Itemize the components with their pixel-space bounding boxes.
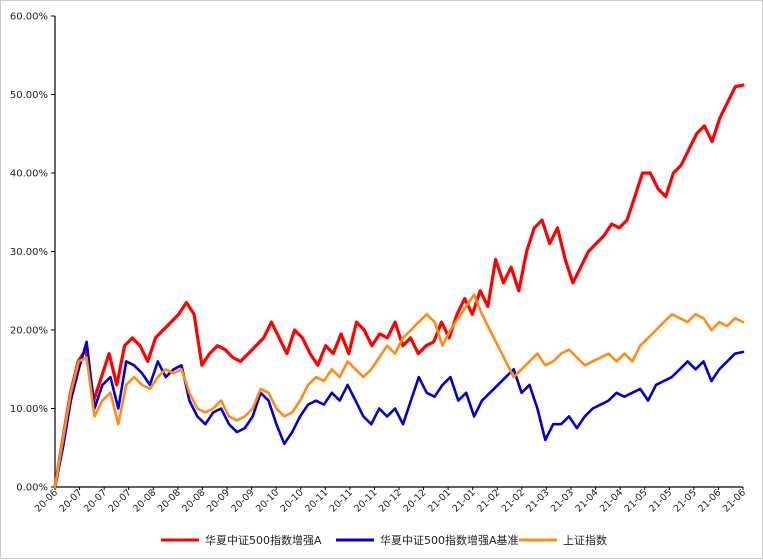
x-tick-label: 20-08: [156, 487, 183, 514]
legend-label: 华夏中证500指数增强A: [205, 533, 322, 547]
y-tick-label: 0.00%: [16, 483, 48, 494]
series-line: [53, 83, 745, 489]
y-axis: 0.00% 10.00% 20.00% 30.00% 40.00% 50.00% 60.00…: [10, 12, 56, 494]
x-tick-label: 20-09: [229, 487, 256, 514]
series-line: [53, 293, 745, 489]
x-tick-label: 21-03: [524, 487, 551, 514]
legend: 华夏中证500指数增强A 华夏中证500指数增强A基准 上证指数: [161, 533, 607, 547]
legend-label: 华夏中证500指数增强A基准: [380, 533, 519, 547]
y-tick-label: 20.00%: [10, 326, 48, 337]
series-line: [53, 340, 745, 489]
x-axis: 20-0620-0720-0720-0720-0820-0820-0820-09…: [33, 486, 748, 515]
x-tick-label: 20-10: [279, 487, 306, 514]
x-tick-label: 21-05: [623, 487, 650, 514]
x-tick-label: 20-11: [352, 487, 379, 514]
x-tick-label: 21-04: [598, 487, 625, 514]
x-tick-label: 21-01: [451, 487, 478, 514]
x-tick-label: 21-03: [549, 487, 576, 514]
x-tick-label: 20-09: [205, 487, 232, 514]
x-tick-label: 20-07: [107, 487, 134, 514]
y-tick-label: 50.00%: [10, 90, 48, 101]
x-tick-label: 21-06: [721, 487, 748, 514]
x-tick-label: 20-07: [57, 487, 84, 514]
x-tick-label: 21-05: [647, 487, 674, 514]
x-tick-label: 20-11: [303, 487, 330, 514]
x-tick-label: 21-02: [500, 487, 527, 514]
x-tick-label: 20-12: [377, 487, 404, 514]
y-tick-label: 30.00%: [10, 247, 48, 258]
x-tick-label: 20-12: [401, 487, 428, 514]
x-tick-label: 21-04: [573, 487, 600, 514]
x-tick-label: 20-08: [180, 487, 207, 514]
legend-label: 上证指数: [563, 533, 607, 547]
y-tick-label: 60.00%: [10, 12, 48, 23]
plot-lines: [53, 83, 745, 489]
x-tick-label: 21-05: [672, 487, 699, 514]
x-tick-label: 20-08: [131, 487, 158, 514]
x-tick-label: 21-02: [475, 487, 502, 514]
x-tick-label: 20-10: [254, 487, 281, 514]
y-tick-label: 10.00%: [10, 404, 48, 415]
x-tick-label: 21-01: [426, 487, 453, 514]
x-tick-label: 20-07: [82, 487, 109, 514]
x-tick-label: 20-11: [328, 487, 355, 514]
y-tick-label: 40.00%: [10, 169, 48, 180]
x-tick-label: 21-06: [696, 487, 723, 514]
